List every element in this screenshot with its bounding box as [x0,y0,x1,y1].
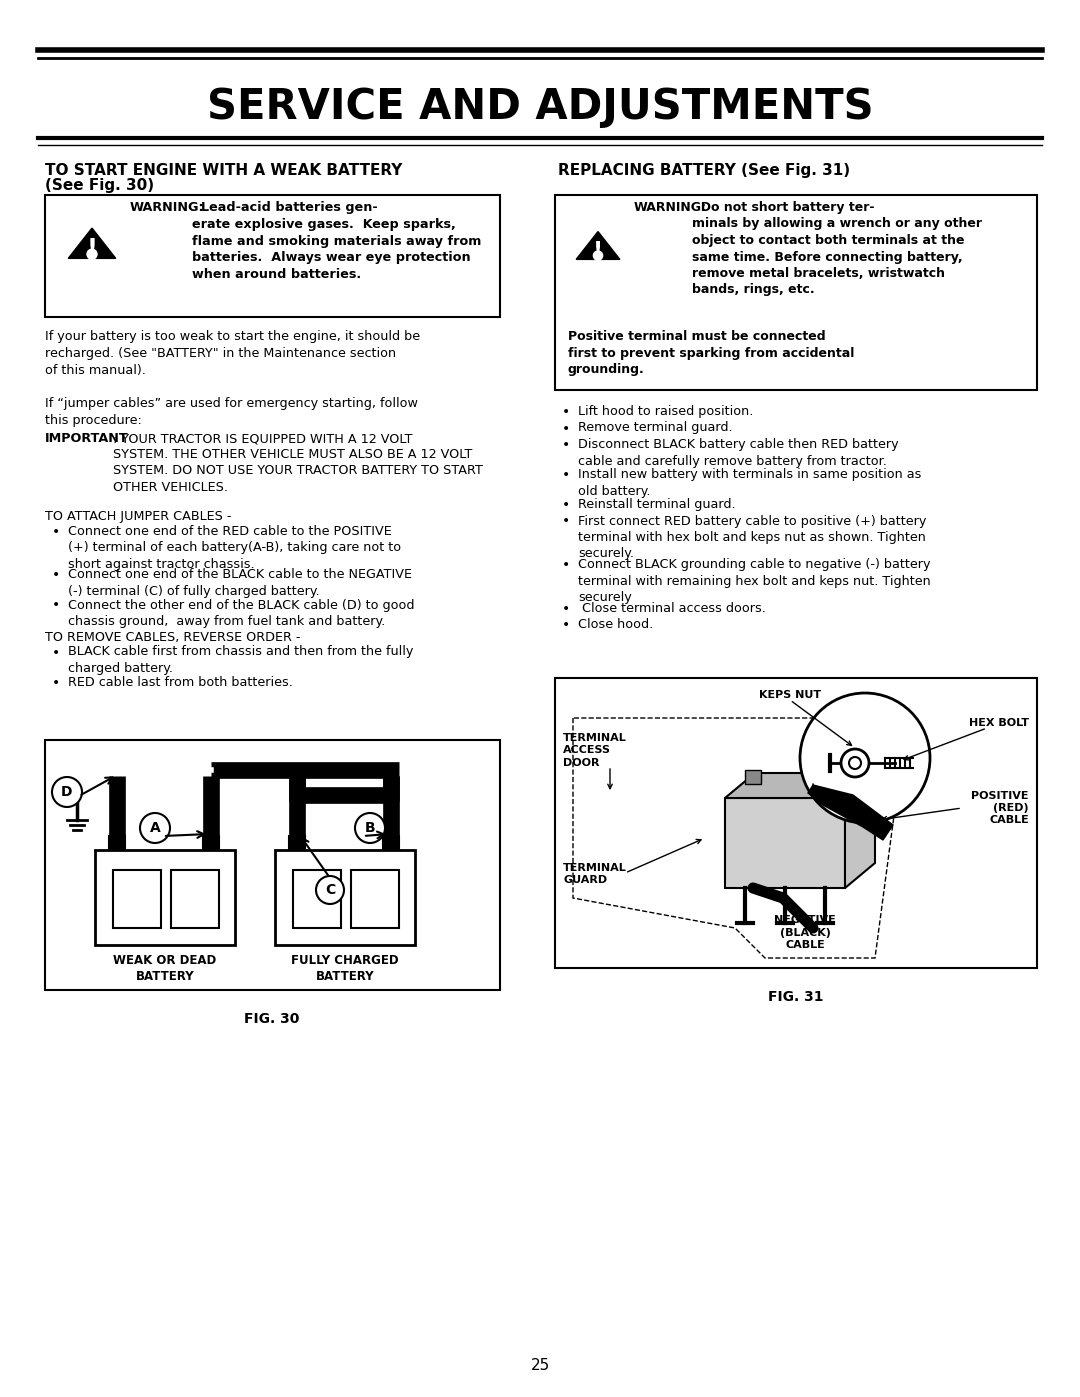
FancyBboxPatch shape [725,798,845,888]
Text: WARNING:: WARNING: [634,201,707,214]
FancyBboxPatch shape [275,849,415,944]
Polygon shape [845,773,875,888]
Text: -: - [294,855,300,870]
Text: •: • [562,497,570,511]
FancyBboxPatch shape [555,678,1037,968]
Circle shape [593,251,603,260]
Text: REPLACING BATTERY (See Fig. 31): REPLACING BATTERY (See Fig. 31) [558,163,850,177]
Text: IMPORTANT: IMPORTANT [45,432,129,446]
Text: TO ATTACH JUMPER CABLES -: TO ATTACH JUMPER CABLES - [45,510,231,522]
Text: Positive terminal must be connected
first to prevent sparking from accidental
gr: Positive terminal must be connected firs… [568,330,854,376]
Text: Connect one end of the RED cable to the POSITIVE
(+) terminal of each battery(A-: Connect one end of the RED cable to the … [68,525,401,571]
Text: : YOUR TRACTOR IS EQUIPPED WITH A 12 VOLT
SYSTEM. THE OTHER VEHICLE MUST ALSO BE: : YOUR TRACTOR IS EQUIPPED WITH A 12 VOL… [113,432,483,493]
Polygon shape [68,228,116,258]
FancyBboxPatch shape [745,770,761,784]
Text: +: + [204,855,217,870]
Text: BLACK cable first from chassis and then from the fully
charged battery.: BLACK cable first from chassis and then … [68,645,414,675]
Text: Do not short battery ter-
minals by allowing a wrench or any other
object to con: Do not short battery ter- minals by allo… [692,201,982,296]
Text: FULLY CHARGED
BATTERY: FULLY CHARGED BATTERY [292,954,399,982]
Text: KEPS NUT: KEPS NUT [759,690,821,700]
Text: First connect RED battery cable to positive (+) battery
terminal with hex bolt a: First connect RED battery cable to posit… [578,514,927,560]
Text: +: + [384,855,397,870]
Text: FIG. 31: FIG. 31 [768,990,824,1004]
Text: D: D [62,785,72,799]
FancyBboxPatch shape [45,740,500,990]
Text: Lift hood to raised position.: Lift hood to raised position. [578,405,754,418]
FancyBboxPatch shape [289,835,305,849]
Text: A: A [150,821,160,835]
Text: •: • [52,645,60,659]
Circle shape [355,813,384,842]
Circle shape [52,777,82,807]
Text: WARNING:: WARNING: [130,201,204,214]
Text: •: • [562,557,570,571]
Circle shape [849,757,861,768]
Text: •: • [562,468,570,482]
Text: Reinstall terminal guard.: Reinstall terminal guard. [578,497,735,511]
Text: •: • [562,617,570,631]
FancyBboxPatch shape [95,849,235,944]
FancyBboxPatch shape [351,870,399,928]
Text: B: B [365,821,376,835]
Polygon shape [725,773,875,798]
Circle shape [316,876,345,904]
Text: 25: 25 [530,1358,550,1372]
Text: •: • [562,422,570,436]
Text: Close hood.: Close hood. [578,617,653,631]
Text: TERMINAL
GUARD: TERMINAL GUARD [563,863,626,886]
Text: !: ! [86,237,97,261]
Polygon shape [576,232,620,260]
Text: TO START ENGINE WITH A WEAK BATTERY: TO START ENGINE WITH A WEAK BATTERY [45,163,403,177]
Text: If “jumper cables” are used for emergency starting, follow
this procedure:: If “jumper cables” are used for emergenc… [45,397,418,427]
FancyBboxPatch shape [45,196,500,317]
Text: Connect the other end of the BLACK cable (D) to good
chassis ground,  away from : Connect the other end of the BLACK cable… [68,598,415,629]
Text: Remove terminal guard.: Remove terminal guard. [578,422,732,434]
Text: SERVICE AND ADJUSTMENTS: SERVICE AND ADJUSTMENTS [206,87,874,129]
Circle shape [87,249,97,260]
Text: •: • [562,602,570,616]
Text: Close terminal access doors.: Close terminal access doors. [578,602,766,615]
Text: C: C [325,883,335,897]
FancyBboxPatch shape [805,770,821,784]
FancyBboxPatch shape [293,870,341,928]
FancyBboxPatch shape [203,835,219,849]
Text: Install new battery with terminals in same position as
old battery.: Install new battery with terminals in sa… [578,468,921,497]
FancyBboxPatch shape [383,835,399,849]
Text: Disconnect BLACK battery cable then RED battery
cable and carefully remove batte: Disconnect BLACK battery cable then RED … [578,439,899,468]
Text: (See Fig. 30): (See Fig. 30) [45,177,154,193]
FancyBboxPatch shape [171,870,219,928]
Text: -: - [113,855,120,870]
Text: TO REMOVE CABLES, REVERSE ORDER -: TO REMOVE CABLES, REVERSE ORDER - [45,630,300,644]
Text: •: • [562,514,570,528]
Text: •: • [562,439,570,453]
Circle shape [800,693,930,823]
Text: •: • [52,569,60,583]
Text: Connect one end of the BLACK cable to the NEGATIVE
(-) terminal (C) of fully cha: Connect one end of the BLACK cable to th… [68,569,411,598]
Text: •: • [52,525,60,539]
Text: If your battery is too weak to start the engine, it should be
recharged. (See "B: If your battery is too weak to start the… [45,330,420,377]
Polygon shape [808,785,893,840]
Text: •: • [562,405,570,419]
Text: •: • [52,676,60,690]
Text: NEGATIVE
(BLACK)
CABLE: NEGATIVE (BLACK) CABLE [774,915,836,950]
Text: FIG. 30: FIG. 30 [244,1011,299,1025]
Text: POSITIVE
(RED)
CABLE: POSITIVE (RED) CABLE [972,791,1029,826]
FancyBboxPatch shape [113,870,161,928]
Circle shape [841,749,869,777]
Text: WEAK OR DEAD
BATTERY: WEAK OR DEAD BATTERY [113,954,217,982]
Text: Connect BLACK grounding cable to negative (-) battery
terminal with remaining he: Connect BLACK grounding cable to negativ… [578,557,931,604]
Text: HEX BOLT: HEX BOLT [969,718,1029,728]
Text: Lead-acid batteries gen-
erate explosive gases.  Keep sparks,
flame and smoking : Lead-acid batteries gen- erate explosive… [192,201,482,281]
Text: •: • [52,598,60,612]
Text: RED cable last from both batteries.: RED cable last from both batteries. [68,676,293,689]
Text: !: ! [593,242,603,261]
FancyBboxPatch shape [555,196,1037,390]
FancyBboxPatch shape [109,835,125,849]
Text: TERMINAL
ACCESS
DOOR: TERMINAL ACCESS DOOR [563,733,626,768]
Circle shape [140,813,170,842]
